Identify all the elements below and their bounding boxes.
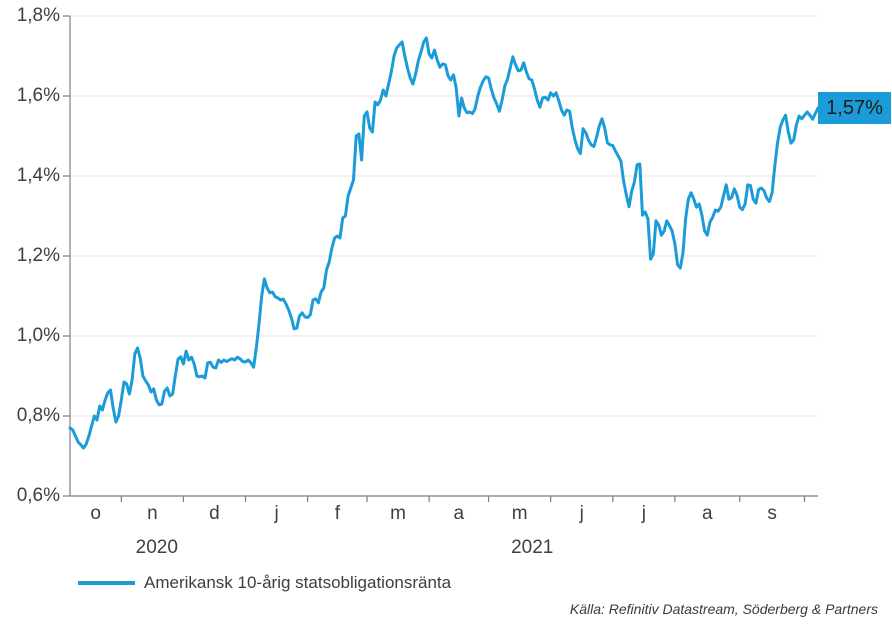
x-axis-month-label: s: [767, 503, 777, 524]
x-axis-month-label: j: [579, 503, 584, 524]
last-value-label: 1,57%: [818, 92, 891, 124]
x-axis-month-label: m: [390, 503, 406, 524]
y-axis-label: 0,6%: [16, 485, 60, 506]
x-axis-month-label: f: [334, 503, 340, 524]
legend-series-label: Amerikansk 10-årig statsobligationsränta: [144, 573, 452, 592]
x-axis-month-label: a: [701, 503, 713, 524]
y-axis-label: 1,8%: [16, 5, 60, 26]
year-label-2021: 2021: [511, 537, 554, 558]
x-axis-month-label: d: [209, 503, 220, 524]
legend: Amerikansk 10-årig statsobligationsränta: [78, 571, 451, 595]
x-axis-month-label: j: [274, 503, 279, 524]
y-axis-label: 1,6%: [16, 85, 60, 106]
yield-line: [68, 36, 820, 450]
source-attribution: Källa: Refinitiv Datastream, Söderberg &…: [569, 601, 878, 617]
y-axis-label: 1,0%: [16, 325, 60, 346]
x-axis-month-label: a: [453, 503, 465, 524]
legend-line-swatch: [78, 581, 135, 585]
y-axis-label: 1,4%: [16, 165, 60, 186]
x-axis-month-label: n: [147, 503, 158, 524]
y-axis-label: 1,2%: [16, 245, 60, 266]
x-axis-month-label: j: [641, 503, 646, 524]
year-label-2020: 2020: [135, 537, 178, 558]
y-axis-label: 0,8%: [16, 405, 60, 426]
x-axis-month-label: m: [511, 503, 528, 524]
x-axis-month-label: o: [90, 503, 101, 524]
